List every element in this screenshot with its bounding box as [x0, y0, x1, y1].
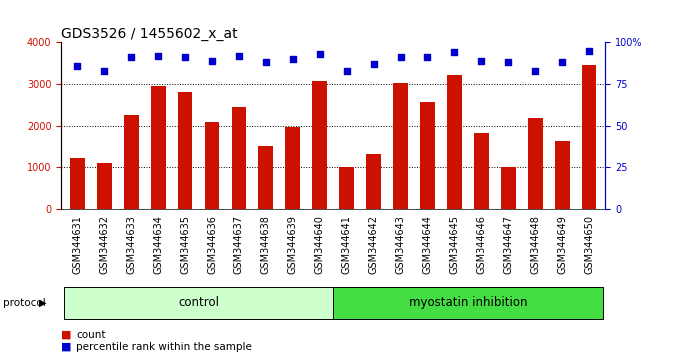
- Text: GSM344640: GSM344640: [315, 215, 325, 274]
- Point: [422, 55, 433, 60]
- Point: [530, 68, 541, 74]
- Bar: [177, 92, 192, 209]
- Bar: [64, 287, 333, 319]
- Text: control: control: [178, 296, 219, 309]
- Point: [99, 68, 109, 74]
- Point: [341, 68, 352, 74]
- Text: GSM344646: GSM344646: [476, 215, 486, 274]
- Point: [368, 61, 379, 67]
- Bar: [70, 158, 85, 209]
- Text: GSM344649: GSM344649: [557, 215, 567, 274]
- Point: [449, 50, 460, 55]
- Text: percentile rank within the sample: percentile rank within the sample: [76, 342, 252, 352]
- Bar: [231, 107, 246, 209]
- Point: [395, 55, 406, 60]
- Bar: [447, 74, 462, 209]
- Bar: [555, 141, 570, 209]
- Bar: [124, 115, 139, 209]
- Text: GDS3526 / 1455602_x_at: GDS3526 / 1455602_x_at: [61, 28, 238, 41]
- Text: GSM344644: GSM344644: [422, 215, 432, 274]
- Text: GSM344631: GSM344631: [72, 215, 82, 274]
- Bar: [258, 146, 273, 209]
- Point: [233, 53, 244, 59]
- Bar: [312, 81, 327, 209]
- Bar: [581, 64, 596, 209]
- Point: [314, 51, 325, 57]
- Bar: [339, 167, 354, 209]
- Text: GSM344636: GSM344636: [207, 215, 217, 274]
- Text: count: count: [76, 330, 105, 339]
- Text: protocol: protocol: [3, 298, 46, 308]
- Text: GSM344638: GSM344638: [261, 215, 271, 274]
- Text: GSM344633: GSM344633: [126, 215, 136, 274]
- Bar: [501, 167, 515, 209]
- Text: GSM344642: GSM344642: [369, 215, 379, 274]
- Point: [557, 59, 568, 65]
- Point: [260, 59, 271, 65]
- Text: ■: ■: [61, 330, 71, 339]
- Bar: [286, 126, 300, 209]
- Point: [180, 55, 190, 60]
- Point: [583, 48, 594, 53]
- Bar: [333, 287, 602, 319]
- Text: GSM344647: GSM344647: [503, 215, 513, 274]
- Text: ▶: ▶: [39, 298, 47, 308]
- Point: [476, 58, 487, 64]
- Text: GSM344632: GSM344632: [99, 215, 109, 274]
- Text: GSM344650: GSM344650: [584, 215, 594, 274]
- Text: GSM344634: GSM344634: [153, 215, 163, 274]
- Bar: [205, 121, 220, 209]
- Point: [503, 59, 513, 65]
- Text: GSM344635: GSM344635: [180, 215, 190, 274]
- Bar: [528, 118, 543, 209]
- Point: [126, 55, 137, 60]
- Point: [207, 58, 218, 64]
- Point: [288, 56, 299, 62]
- Point: [72, 63, 83, 69]
- Bar: [474, 133, 489, 209]
- Bar: [151, 86, 165, 209]
- Text: GSM344641: GSM344641: [341, 215, 352, 274]
- Text: GSM344645: GSM344645: [449, 215, 460, 274]
- Text: GSM344648: GSM344648: [530, 215, 540, 274]
- Text: myostatin inhibition: myostatin inhibition: [409, 296, 527, 309]
- Bar: [97, 163, 112, 209]
- Text: GSM344637: GSM344637: [234, 215, 244, 274]
- Bar: [367, 154, 381, 209]
- Text: GSM344643: GSM344643: [396, 215, 405, 274]
- Bar: [420, 102, 435, 209]
- Bar: [393, 83, 408, 209]
- Point: [153, 53, 164, 59]
- Text: ■: ■: [61, 342, 71, 352]
- Text: GSM344639: GSM344639: [288, 215, 298, 274]
